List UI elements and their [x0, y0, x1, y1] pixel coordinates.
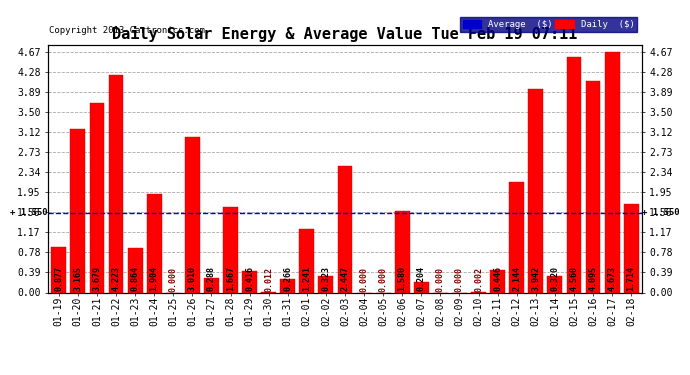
Text: 0.323: 0.323: [322, 266, 331, 291]
Text: 0.000: 0.000: [359, 267, 368, 292]
Bar: [490, 270, 505, 292]
Legend: Average  ($), Daily  ($): Average ($), Daily ($): [460, 17, 637, 32]
Text: 4.673: 4.673: [608, 266, 617, 291]
Text: 0.012: 0.012: [264, 267, 273, 292]
Text: 1.904: 1.904: [150, 266, 159, 291]
Bar: [414, 282, 428, 292]
Bar: [147, 194, 161, 292]
Text: + 1.550: + 1.550: [10, 208, 48, 217]
Text: 1.580: 1.580: [397, 266, 406, 291]
Bar: [242, 271, 257, 292]
Bar: [90, 103, 104, 292]
Text: 0.446: 0.446: [493, 266, 502, 291]
Bar: [70, 129, 86, 292]
Text: 0.000: 0.000: [169, 267, 178, 292]
Bar: [624, 204, 639, 292]
Bar: [299, 228, 314, 292]
Text: 4.095: 4.095: [589, 266, 598, 291]
Bar: [223, 207, 238, 292]
Bar: [185, 137, 200, 292]
Text: 3.942: 3.942: [531, 266, 540, 291]
Text: 0.288: 0.288: [207, 266, 216, 291]
Bar: [51, 247, 66, 292]
Text: 4.560: 4.560: [569, 266, 578, 291]
Bar: [319, 276, 333, 292]
Text: + 1.550: + 1.550: [642, 208, 680, 217]
Text: Copyright 2013 Cartronics.com: Copyright 2013 Cartronics.com: [49, 26, 205, 35]
Text: 1.714: 1.714: [627, 266, 635, 291]
Text: 0.266: 0.266: [284, 266, 293, 291]
Text: 2.144: 2.144: [512, 266, 521, 291]
Bar: [337, 166, 353, 292]
Text: 0.204: 0.204: [417, 266, 426, 291]
Bar: [108, 75, 124, 292]
Text: 0.877: 0.877: [55, 266, 63, 291]
Text: 0.864: 0.864: [130, 266, 139, 291]
Bar: [395, 211, 410, 292]
Bar: [566, 57, 582, 292]
Bar: [586, 81, 600, 292]
Bar: [509, 182, 524, 292]
Bar: [529, 89, 543, 292]
Text: 0.000: 0.000: [436, 267, 445, 292]
Text: 1.241: 1.241: [302, 266, 311, 291]
Bar: [204, 278, 219, 292]
Title: Daily Solar Energy & Average Value Tue Feb 19 07:11: Daily Solar Energy & Average Value Tue F…: [112, 27, 578, 42]
Bar: [280, 279, 295, 292]
Text: 3.165: 3.165: [73, 266, 82, 291]
Text: 0.002: 0.002: [474, 267, 483, 292]
Text: 0.320: 0.320: [551, 266, 560, 291]
Text: 3.679: 3.679: [92, 266, 101, 291]
Text: 0.000: 0.000: [379, 267, 388, 292]
Text: 1.667: 1.667: [226, 266, 235, 291]
Text: 0.000: 0.000: [455, 267, 464, 292]
Bar: [128, 248, 143, 292]
Text: 0.416: 0.416: [245, 266, 254, 291]
Bar: [547, 276, 562, 292]
Text: 2.447: 2.447: [340, 266, 350, 291]
Text: 3.010: 3.010: [188, 266, 197, 291]
Text: 4.223: 4.223: [112, 266, 121, 291]
Bar: [604, 51, 620, 292]
